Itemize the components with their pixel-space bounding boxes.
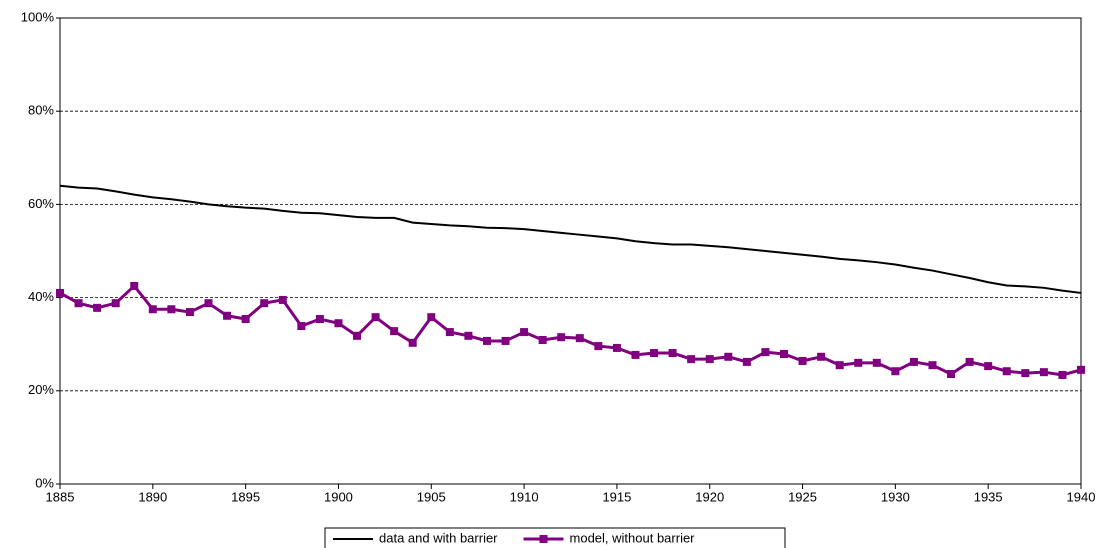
- point: [185, 308, 194, 317]
- x-tick-label: 1890: [138, 489, 167, 504]
- point: [724, 352, 733, 361]
- point: [928, 361, 937, 370]
- point: [148, 305, 157, 314]
- point: [130, 281, 139, 290]
- point: [631, 350, 640, 359]
- point: [947, 370, 956, 379]
- legend-label: data and with barrier: [379, 530, 498, 545]
- plot-area: [59, 17, 1082, 485]
- point: [427, 313, 436, 322]
- y-tick-label: 40%: [28, 289, 54, 304]
- point: [93, 303, 102, 312]
- x-tick-label: 1925: [788, 489, 817, 504]
- x-tick-label: 1940: [1067, 489, 1096, 504]
- point: [1039, 368, 1048, 377]
- point: [111, 299, 120, 308]
- point: [1077, 365, 1085, 374]
- point: [891, 367, 900, 376]
- point: [241, 315, 250, 324]
- point: [297, 322, 306, 331]
- point: [204, 299, 213, 308]
- y-tick-label: 80%: [28, 103, 54, 118]
- x-tick-label: 1900: [324, 489, 353, 504]
- point: [223, 311, 232, 320]
- x-tick-label: 1910: [510, 489, 539, 504]
- x-tick-label: 1920: [695, 489, 724, 504]
- point: [353, 331, 362, 340]
- point: [278, 295, 287, 304]
- x-tick-label: 1935: [974, 489, 1003, 504]
- point: [501, 336, 510, 345]
- legend-label: model, without barrier: [570, 530, 696, 545]
- x-tick-label: 1930: [881, 489, 910, 504]
- point: [315, 315, 324, 324]
- y-tick-label: 100%: [21, 9, 55, 24]
- point: [390, 327, 399, 336]
- y-tick-label: 60%: [28, 196, 54, 211]
- point: [520, 328, 529, 337]
- x-tick-label: 1905: [417, 489, 446, 504]
- point: [817, 352, 826, 361]
- point: [1002, 367, 1011, 376]
- point: [371, 313, 380, 322]
- legend-marker: [539, 535, 548, 543]
- point: [334, 319, 343, 328]
- point: [650, 349, 659, 358]
- point: [260, 299, 269, 308]
- point: [779, 349, 788, 358]
- point: [761, 348, 770, 357]
- point: [408, 338, 417, 347]
- point: [984, 362, 993, 371]
- series-line: [59, 184, 1082, 294]
- point: [74, 299, 83, 308]
- point: [464, 331, 473, 340]
- point: [835, 361, 844, 370]
- y-tick-label: 20%: [28, 382, 54, 397]
- point: [854, 358, 863, 367]
- x-tick-label: 1885: [46, 489, 75, 504]
- point: [1058, 370, 1067, 379]
- point: [872, 358, 881, 367]
- y-tick-label: 0%: [35, 475, 54, 490]
- series-line: [59, 283, 1082, 377]
- legend: data and with barrier model, without barr…: [324, 527, 786, 548]
- point: [167, 305, 176, 314]
- point: [798, 356, 807, 365]
- point: [909, 357, 918, 366]
- point: [1021, 369, 1030, 378]
- point: [668, 349, 677, 358]
- point: [594, 342, 603, 351]
- point: [557, 333, 566, 342]
- point: [742, 357, 751, 366]
- point: [56, 288, 64, 297]
- point: [482, 336, 491, 345]
- x-tick-label: 1895: [231, 489, 260, 504]
- x-tick-label: 1915: [602, 489, 631, 504]
- point: [965, 357, 974, 366]
- point: [538, 336, 547, 345]
- point: [575, 334, 584, 343]
- point: [705, 355, 714, 364]
- point: [612, 343, 621, 352]
- point: [445, 328, 454, 337]
- point: [687, 355, 696, 364]
